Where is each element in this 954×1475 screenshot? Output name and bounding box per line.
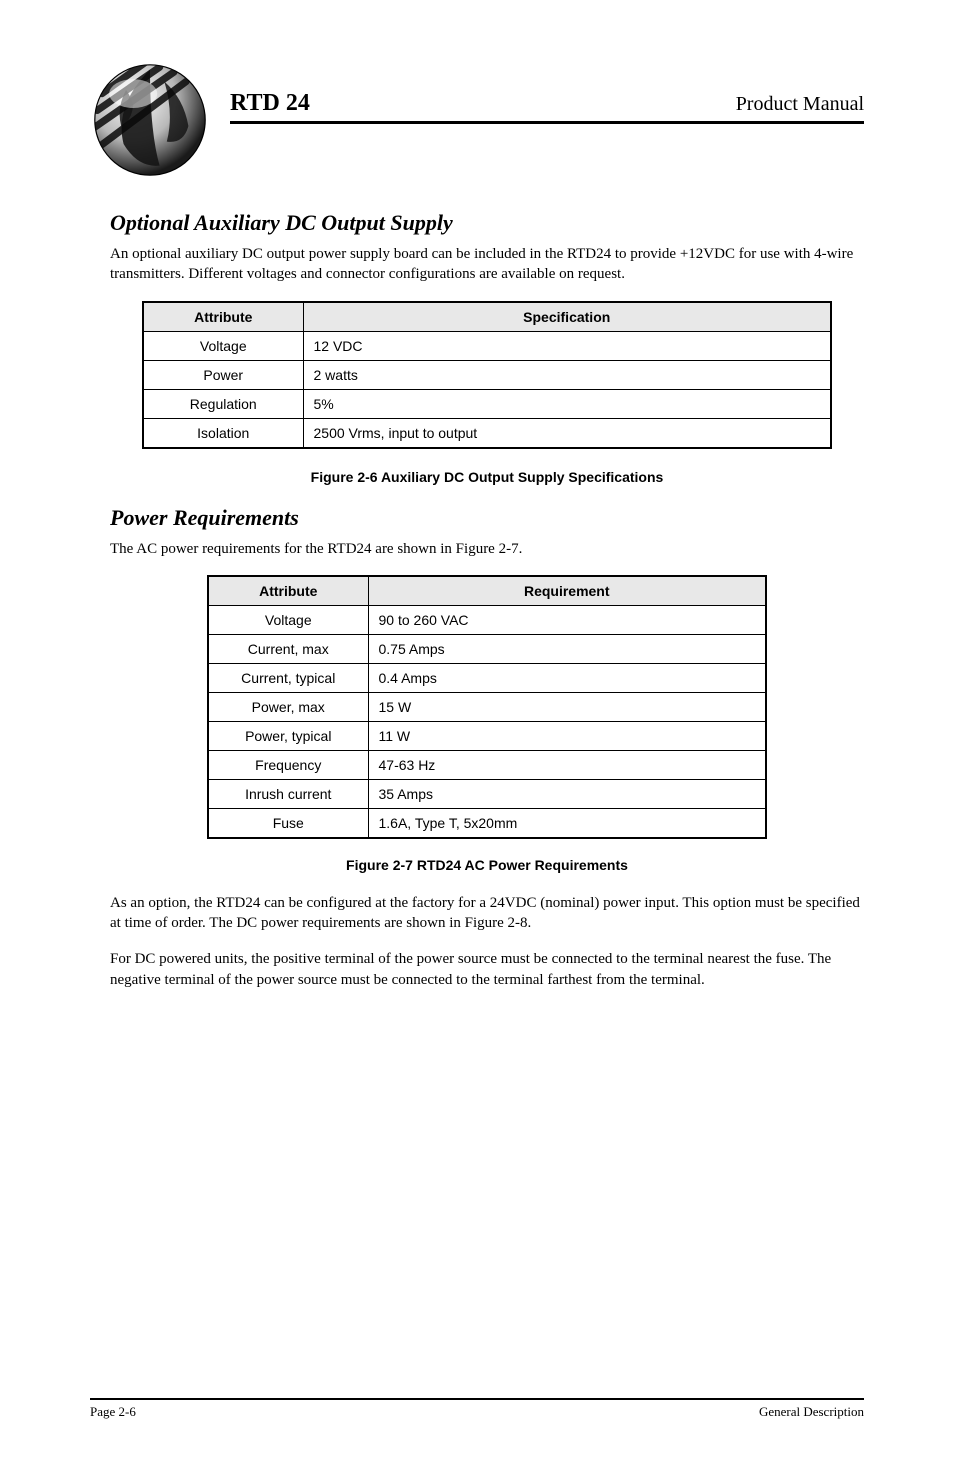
page-header: RTD 24 Product Manual (90, 60, 864, 180)
aux-supply-table: Attribute Specification Voltage12 VDC Po… (142, 301, 832, 449)
table2-caption: Figure 2-7 RTD24 AC Power Requirements (110, 857, 864, 873)
footer-page-number: Page 2-6 (90, 1404, 136, 1420)
table-row: Power2 watts (143, 360, 831, 389)
table-row: Current, typical0.4 Amps (208, 663, 766, 692)
section-heading-power: Power Requirements (110, 505, 864, 531)
table-row: Frequency47-63 Hz (208, 750, 766, 779)
table1-col1: Attribute (143, 302, 303, 332)
footer-rule (90, 1398, 864, 1400)
table-row: Regulation5% (143, 389, 831, 418)
table-row: Power, max15 W (208, 692, 766, 721)
table-row: Fuse1.6A, Type T, 5x20mm (208, 808, 766, 838)
table1-caption: Figure 2-6 Auxiliary DC Output Supply Sp… (110, 469, 864, 485)
section2-para3: For DC powered units, the positive termi… (110, 949, 864, 990)
table-row: Voltage90 to 260 VAC (208, 605, 766, 634)
section1-paragraph: An optional auxiliary DC output power su… (110, 244, 864, 285)
table-row: Voltage12 VDC (143, 331, 831, 360)
section2-intro: The AC power requirements for the RTD24 … (110, 539, 864, 559)
table2-col1: Attribute (208, 576, 368, 606)
section-heading-aux: Optional Auxiliary DC Output Supply (110, 210, 864, 236)
table-row: Isolation2500 Vrms, input to output (143, 418, 831, 448)
table-row: Current, max0.75 Amps (208, 634, 766, 663)
table1-col2: Specification (303, 302, 831, 332)
table-row: Power, typical11 W (208, 721, 766, 750)
header-rule (230, 121, 864, 124)
ac-power-table: Attribute Requirement Voltage90 to 260 V… (207, 575, 767, 839)
header-subtitle: Product Manual (736, 93, 864, 116)
table2-col2: Requirement (368, 576, 766, 606)
header-title: RTD 24 (230, 90, 310, 117)
table-row: Inrush current35 Amps (208, 779, 766, 808)
section2-para2: As an option, the RTD24 can be configure… (110, 893, 864, 934)
page-footer: Page 2-6 General Description (90, 1398, 864, 1420)
footer-section: General Description (759, 1404, 864, 1420)
globe-icon (90, 60, 210, 180)
